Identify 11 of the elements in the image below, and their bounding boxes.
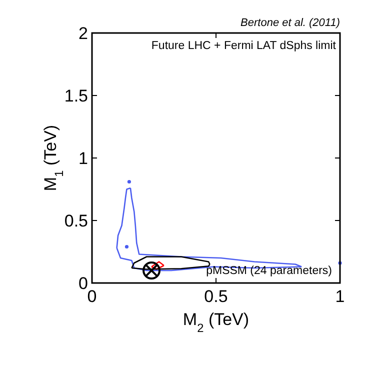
annotation: pMSSM (24 parameters) [206, 265, 332, 277]
x-tick-label: 0.5 [204, 287, 228, 306]
y-tick-label: 2 [78, 24, 88, 43]
annotation: Future LHC + Fermi LAT dSphs limit [151, 40, 337, 52]
y-tick-label: 0.5 [64, 212, 88, 230]
x-tick-label: 1 [335, 287, 345, 306]
y-tick-label: 1.5 [64, 86, 88, 106]
x-axis-title: M$_{2}$ (TeV) [182, 310, 250, 335]
y-tick-label: 0 [78, 274, 88, 293]
text: Bertone et al. (2011) [240, 17, 340, 29]
y-tick-label: 1 [78, 149, 88, 168]
